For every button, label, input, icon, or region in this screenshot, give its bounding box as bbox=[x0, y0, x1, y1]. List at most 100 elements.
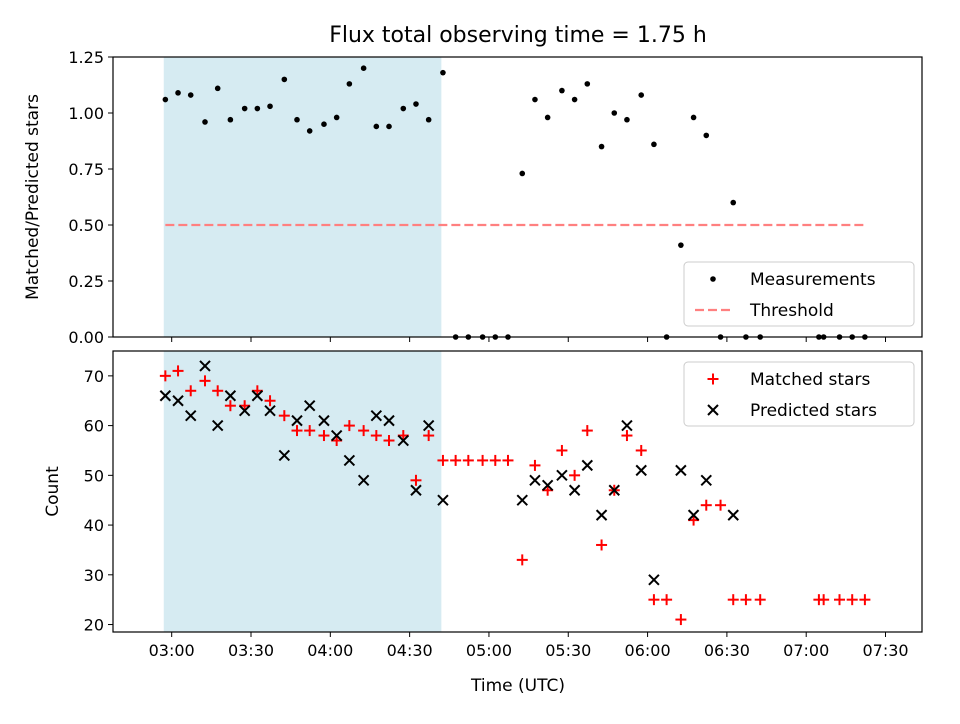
predicted-star-point bbox=[727, 509, 739, 521]
predicted-star-point bbox=[343, 454, 356, 467]
predicted-star-point bbox=[224, 390, 237, 402]
legend-label: Matched stars bbox=[750, 370, 870, 390]
measurement-point bbox=[187, 92, 194, 98]
measurement-point bbox=[413, 101, 419, 107]
matched-star-point bbox=[754, 594, 766, 606]
measurement-point bbox=[360, 65, 367, 71]
y-tick-label: 20 bbox=[84, 616, 104, 635]
measurement-point bbox=[690, 114, 697, 121]
measurement-point bbox=[346, 81, 353, 87]
matched-star-point bbox=[358, 425, 370, 437]
top-panel: 0.00 0.25 0.50 0.75 1.00 1.25 Matched/Predicte… bbox=[23, 48, 923, 347]
measurement-point bbox=[440, 69, 446, 76]
legend-label: Predicted stars bbox=[750, 401, 877, 421]
matched-star-point bbox=[304, 425, 316, 437]
matched-star-point bbox=[727, 594, 739, 606]
predicted-star-point bbox=[529, 474, 541, 487]
measurement-point bbox=[611, 110, 618, 116]
matched-star-point bbox=[370, 430, 382, 442]
matched-star-point bbox=[450, 454, 462, 466]
measurement-point bbox=[624, 116, 630, 123]
measurement-point bbox=[241, 105, 248, 112]
x-tick-label: 05:00 bbox=[466, 641, 512, 660]
x-axis-label: Time (UTC) bbox=[470, 676, 565, 696]
predicted-star-point bbox=[700, 474, 712, 487]
predicted-star-point bbox=[291, 414, 303, 427]
measurement-point bbox=[519, 170, 526, 177]
shaded-observing-region bbox=[163, 351, 442, 632]
matched-star-point bbox=[423, 430, 435, 442]
measurement-point bbox=[321, 121, 327, 127]
predicted-star-point bbox=[595, 509, 608, 521]
predicted-star-point bbox=[581, 459, 594, 472]
predicted-star-point bbox=[238, 404, 251, 417]
matched-star-point bbox=[224, 400, 236, 412]
predicted-star-point bbox=[278, 449, 291, 462]
legend-label: Threshold bbox=[749, 301, 834, 321]
matched-star-point bbox=[516, 554, 528, 566]
y-tick-label: 70 bbox=[84, 367, 104, 386]
y-tick-label: 0.00 bbox=[68, 328, 104, 347]
predicted-star-point bbox=[568, 484, 581, 496]
legend-x-marker bbox=[707, 404, 719, 416]
predicted-star-point bbox=[422, 419, 435, 432]
x-tick-label: 06:30 bbox=[704, 641, 750, 660]
matched-star-point bbox=[199, 375, 211, 387]
measurement-point bbox=[638, 92, 645, 98]
y-tick-label: 0.75 bbox=[68, 160, 104, 179]
matched-star-point bbox=[834, 594, 846, 606]
predicted-star-point bbox=[370, 409, 383, 422]
shaded-observing-region bbox=[163, 57, 442, 337]
matched-star-point bbox=[700, 499, 712, 511]
matched-star-point bbox=[343, 420, 355, 432]
measurement-point bbox=[214, 85, 221, 92]
legend-dot-marker bbox=[710, 276, 716, 282]
predicted-star-point bbox=[621, 419, 633, 432]
matched-star-point bbox=[212, 385, 224, 397]
measurement-point bbox=[400, 105, 407, 112]
y-tick-label: 1.00 bbox=[68, 104, 104, 123]
x-tick-label: 04:30 bbox=[387, 641, 433, 660]
matched-star-point bbox=[278, 410, 290, 422]
measurement-point bbox=[281, 76, 288, 83]
matched-star-point bbox=[383, 435, 395, 447]
matched-star-point bbox=[648, 594, 660, 606]
bottom-panel: 20 30 40 50 60 70 Count 03:00 03:30 04:00 04:30 05:… bbox=[43, 350, 923, 660]
predicted-star-point bbox=[675, 464, 687, 477]
measurement-point bbox=[162, 96, 169, 103]
matched-star-point bbox=[264, 395, 276, 407]
x-tick-label: 03:00 bbox=[149, 641, 195, 660]
predicted-star-point bbox=[185, 409, 197, 422]
predicted-star-point bbox=[608, 484, 620, 496]
legend: Matched stars Predicted stars bbox=[683, 361, 915, 427]
measurement-point bbox=[333, 114, 340, 121]
x-tick-label: 05:30 bbox=[545, 641, 591, 660]
predicted-star-point bbox=[410, 484, 422, 496]
predicted-star-point bbox=[437, 494, 449, 506]
matched-star-point bbox=[846, 594, 858, 606]
y-tick-label: 50 bbox=[84, 466, 104, 485]
measurement-point bbox=[559, 87, 565, 94]
matched-star-point bbox=[437, 454, 449, 466]
axes-frame bbox=[112, 56, 923, 338]
matched-star-point bbox=[502, 454, 514, 466]
predicted-star-point bbox=[383, 414, 395, 427]
y-tick-label: 1.25 bbox=[68, 48, 104, 67]
matched-star-point bbox=[569, 469, 581, 481]
matched-star-point bbox=[581, 425, 593, 437]
data-layer bbox=[159, 360, 871, 626]
measurement-point bbox=[386, 123, 392, 130]
legend-box bbox=[683, 361, 915, 427]
matched-star-point bbox=[172, 365, 184, 377]
measurement-point bbox=[651, 141, 657, 148]
predicted-star-point bbox=[303, 400, 316, 412]
measurement-point bbox=[267, 103, 273, 110]
measurement-point bbox=[306, 128, 313, 134]
measurement-point bbox=[730, 199, 737, 206]
predicted-star-point bbox=[687, 509, 700, 521]
measurement-point bbox=[373, 123, 380, 130]
y-tick-label: 60 bbox=[84, 417, 104, 436]
y-tick-label: 40 bbox=[84, 516, 104, 535]
matched-star-point bbox=[715, 499, 727, 511]
measurement-point bbox=[425, 116, 432, 123]
